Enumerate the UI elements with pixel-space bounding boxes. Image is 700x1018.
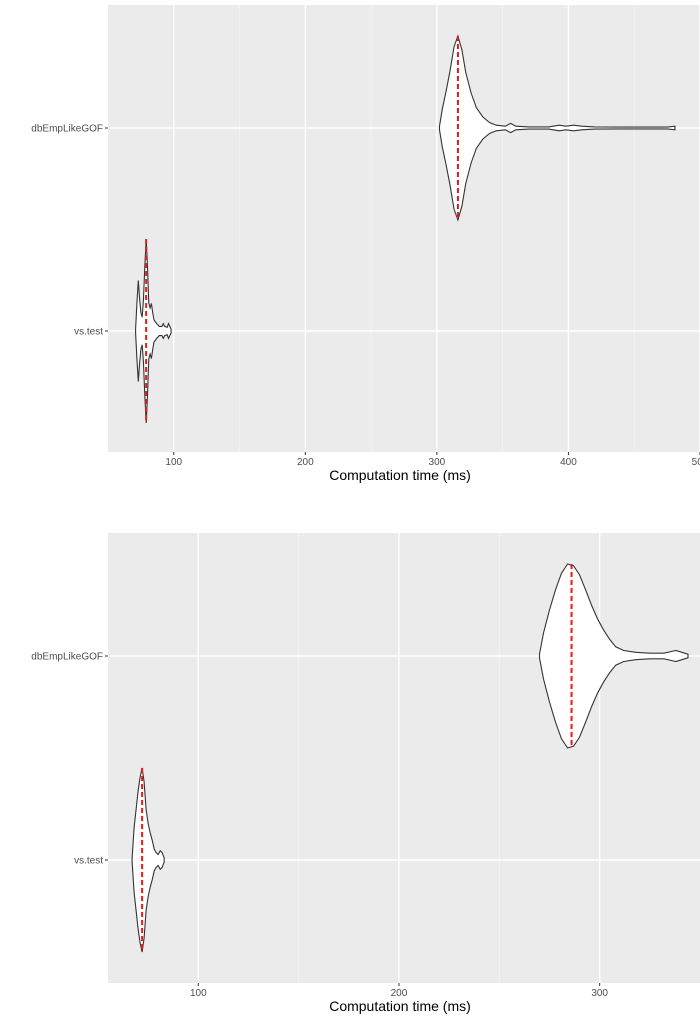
chart-bottom: dbEmpLikeGOF vs.test 100 200 300 Computation … (31, 533, 700, 1014)
x-tick-label: 300 (591, 988, 608, 999)
x-tick-label: 300 (429, 457, 446, 468)
y-tick-label: dbEmpLikeGOF (31, 124, 103, 135)
plot-panel (108, 533, 700, 983)
x-axis-title: Computation time (ms) (329, 467, 471, 483)
x-tick-label: 100 (190, 988, 207, 999)
violin-dbemplikegof (538, 563, 689, 749)
x-axis-title: Computation time (ms) (329, 998, 471, 1014)
y-tick-label: vs.test (74, 856, 103, 867)
y-tick-label: vs.test (74, 327, 103, 338)
x-tick-label: 200 (391, 988, 408, 999)
violin-dbemplikegof (438, 34, 676, 222)
x-tick-label: 500 (692, 457, 700, 468)
plot-panel (108, 5, 700, 452)
x-tick-label: 200 (297, 457, 314, 468)
x-tick-label: 100 (165, 457, 182, 468)
chart-top: dbEmpLikeGOF vs.test 100 200 300 400 500 Comput… (31, 5, 700, 483)
x-tick-label: 400 (560, 457, 577, 468)
y-tick-label: dbEmpLikeGOF (31, 652, 103, 663)
